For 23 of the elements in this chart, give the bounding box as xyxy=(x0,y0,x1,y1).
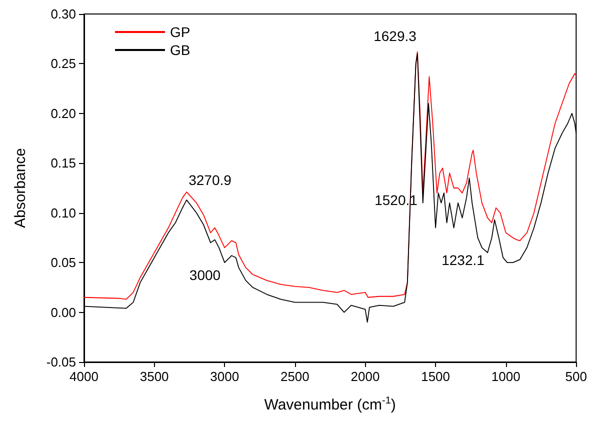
legend-label: GP xyxy=(170,24,190,40)
x-tick-label: 3000 xyxy=(210,369,240,384)
y-tick-label: 0.25 xyxy=(50,56,76,72)
y-tick-label: 0.15 xyxy=(50,156,76,171)
y-tick-label: 0.05 xyxy=(50,255,76,270)
annotation: 3270.9 xyxy=(188,172,232,188)
x-tick-label: 3500 xyxy=(140,369,169,384)
y-tick-label: 0.20 xyxy=(50,106,76,121)
x-tick-label: 2000 xyxy=(350,369,380,384)
y-tick-label: 0.00 xyxy=(50,304,76,320)
legend-label: GB xyxy=(170,42,190,58)
y-tick-label: -0.05 xyxy=(46,354,76,370)
annotation: 1629.3 xyxy=(374,28,417,44)
x-tick-label: 4000 xyxy=(70,369,98,384)
x-tick-label: 1500 xyxy=(421,369,450,384)
annotation: 1232.1 xyxy=(442,252,485,268)
y-tick-label: 0.10 xyxy=(50,205,76,220)
y-tick-label: 0.30 xyxy=(50,6,76,22)
annotation: 3000 xyxy=(189,267,221,283)
y-axis-title: Absorbance xyxy=(12,148,29,228)
x-tick-label: 2500 xyxy=(280,369,310,384)
x-tick-label: 500 xyxy=(565,369,588,384)
x-tick-label: 1000 xyxy=(491,369,520,384)
